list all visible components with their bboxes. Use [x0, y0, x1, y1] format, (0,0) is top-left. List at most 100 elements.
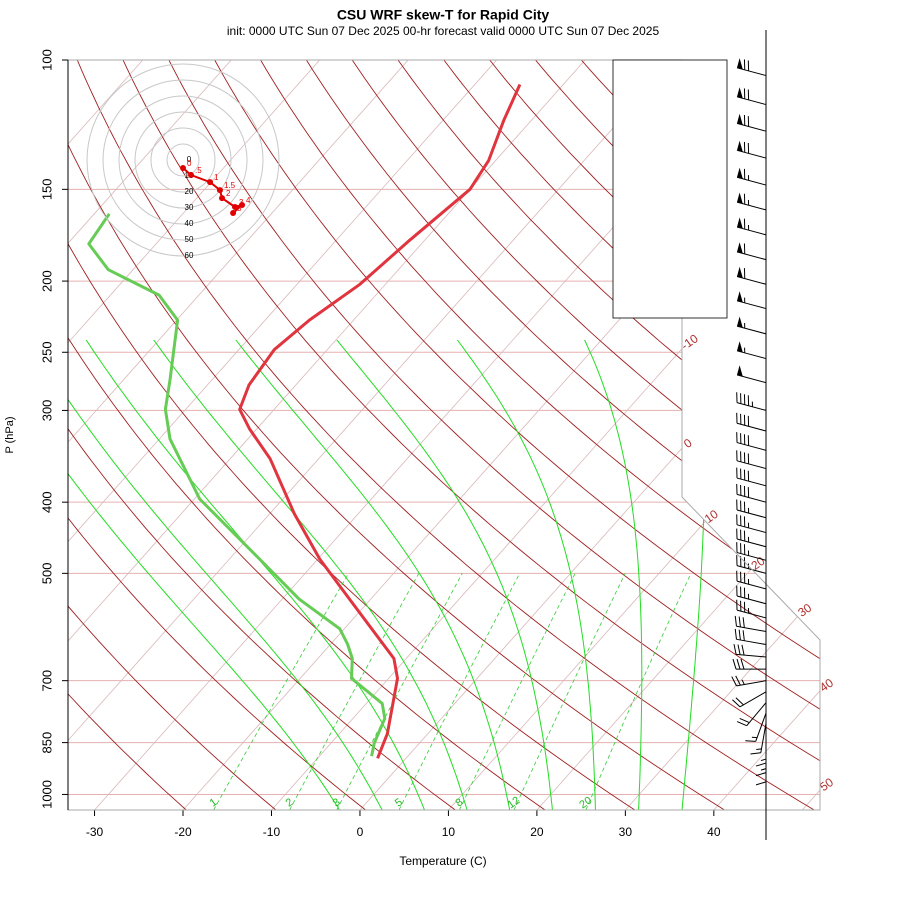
hodograph-ring-label: 40 — [185, 219, 194, 228]
hodograph-point-label: 2 — [226, 189, 231, 198]
y-tick-label: 1000 — [39, 780, 54, 809]
wind-barb — [736, 217, 767, 236]
barb-half — [760, 768, 767, 771]
barb-full — [736, 721, 747, 727]
barb-full — [734, 615, 737, 627]
hodograph-point-label: 1.5 — [224, 181, 236, 190]
wind-barb — [736, 58, 767, 77]
wind-barb — [736, 570, 767, 590]
barb-pennant — [737, 217, 743, 229]
barb-full — [737, 644, 741, 655]
wind-barb — [736, 242, 767, 261]
hodograph: 01020304050600.511.52345 — [86, 63, 280, 260]
mixing-ratio-line — [289, 573, 420, 810]
hodograph-ring-label: 50 — [185, 235, 194, 244]
barb-full — [755, 772, 767, 777]
mixing-ratio-label: 20 — [577, 794, 594, 811]
wind-barb — [736, 291, 767, 310]
barb-staff — [736, 625, 767, 632]
mixing-ratio-label: 5 — [393, 796, 405, 809]
hodograph-ring — [166, 143, 200, 177]
barb-staff — [736, 422, 767, 432]
x-tick-label: 30 — [619, 825, 633, 839]
dry-adiabat — [122, 60, 820, 810]
hodograph-point-label: 0 — [187, 159, 192, 168]
wind-barb — [734, 628, 767, 646]
isotherm — [68, 60, 674, 810]
barb-full — [735, 675, 741, 686]
barb-pennant — [737, 113, 743, 125]
moist-adiabat — [388, 340, 643, 810]
barb-full — [735, 697, 744, 706]
wind-barb — [736, 412, 767, 432]
hodograph-ring-label: 20 — [185, 187, 194, 196]
hodograph-ring — [150, 127, 216, 193]
dry-adiabat — [306, 60, 820, 810]
barb-full — [740, 658, 745, 670]
barb-pennant — [737, 192, 743, 204]
barb-full — [734, 628, 737, 640]
barb-pennant — [737, 242, 743, 254]
isotherm — [68, 60, 320, 810]
barb-full — [738, 629, 741, 641]
moist-adiabat — [68, 340, 383, 810]
barb-full — [732, 699, 741, 708]
y-tick-label: 500 — [39, 562, 54, 584]
isotherm — [68, 60, 497, 810]
barb-staff — [736, 580, 767, 590]
wind-barb — [734, 615, 767, 632]
wind-barb — [736, 483, 767, 503]
y-axis-label: P (hPa) — [4, 416, 16, 453]
x-tick-label: -20 — [174, 825, 192, 839]
dewpoint-line — [87, 213, 387, 757]
mixing-ratio-label: 12 — [505, 794, 522, 811]
barb-half — [741, 679, 745, 685]
wind-barb — [736, 432, 767, 451]
wind-barb — [736, 392, 767, 411]
mixing-ratio-line — [585, 573, 692, 810]
hodograph-point — [219, 195, 226, 202]
isotherm — [68, 60, 409, 810]
mixing-ratio-line — [213, 573, 349, 810]
barb-pennant — [737, 341, 743, 353]
dry-adiabat — [489, 60, 820, 810]
wind-barb — [736, 87, 767, 106]
wind-barb — [736, 542, 767, 561]
barb-half — [756, 748, 762, 750]
mixing-ratio-label: 2 — [284, 796, 296, 809]
mixing-ratio-line — [513, 573, 626, 810]
isotherm — [271, 60, 820, 810]
hodograph-point-label: 5 — [237, 204, 242, 213]
barb-staff — [736, 493, 767, 503]
wind-barb — [736, 528, 767, 548]
dry-adiabat — [68, 60, 277, 810]
chart-title: CSU WRF skew-T for Rapid City — [337, 7, 550, 23]
wind-barb — [736, 599, 767, 619]
barb-pennant — [737, 365, 743, 377]
barb-full — [731, 676, 737, 687]
barb-full — [750, 752, 761, 755]
barb-staff — [736, 609, 767, 619]
wind-barb — [736, 192, 767, 211]
barb-staff — [736, 442, 767, 451]
wind-barb — [736, 365, 767, 384]
barb-staff — [760, 723, 767, 753]
hodograph-ring — [102, 79, 264, 241]
barb-staff — [736, 638, 767, 646]
barb-staff — [755, 712, 767, 742]
y-tick-label: 300 — [39, 400, 54, 422]
wind-barb — [736, 702, 767, 727]
y-tick-label: 200 — [39, 270, 54, 292]
y-tick-label: 850 — [39, 732, 54, 754]
moist-adiabat — [68, 340, 468, 810]
hodograph-point-label: 1 — [214, 173, 219, 182]
x-tick-label: 0 — [357, 825, 364, 839]
barb-staff — [736, 680, 767, 687]
hodograph-ring — [118, 95, 248, 225]
y-tick-label: 150 — [39, 178, 54, 200]
barb-full — [741, 644, 745, 656]
dry-adiabat — [76, 60, 815, 810]
background-lines — [68, 60, 820, 810]
barb-staff — [746, 702, 767, 726]
parcel-info-box — [612, 59, 728, 319]
